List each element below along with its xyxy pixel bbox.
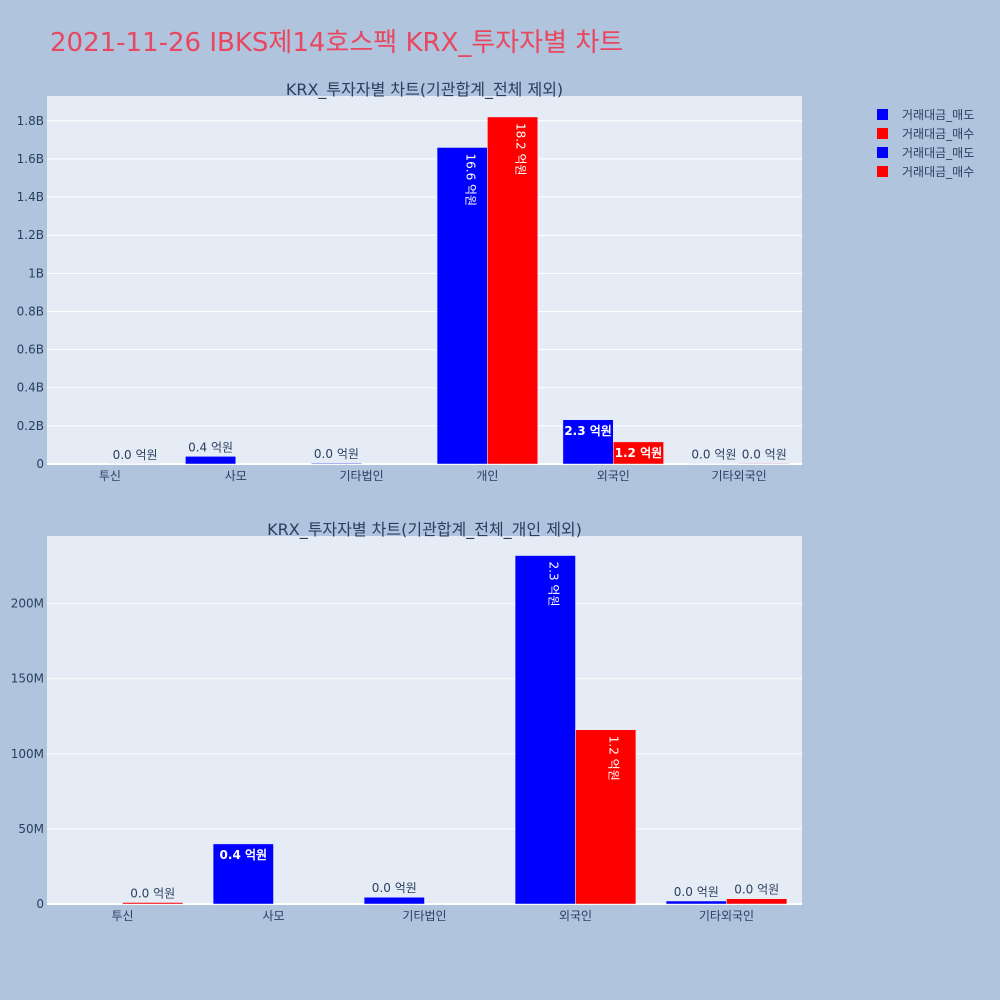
data-label: 16.6 억원 (463, 153, 477, 206)
data-label: 0.4 억원 (188, 440, 233, 454)
x-tick-label: 투신 (99, 469, 121, 483)
data-label: 1.2 억원 (607, 736, 621, 781)
y-tick-label: 1.2B (17, 228, 44, 242)
bar (311, 462, 362, 465)
x-tick-label: 기타외국인 (711, 469, 766, 483)
chart-2: 0 50M 100M 150M 200M KRX_투자자별 차트(기관합계_전체_개인 제… (11, 520, 802, 923)
y-tick-label: 1.4B (17, 190, 44, 204)
bar (212, 843, 274, 905)
bar (514, 555, 576, 905)
bar (665, 900, 727, 905)
bar (738, 463, 790, 465)
bar (363, 896, 425, 905)
y-tick-label: 0.2B (17, 419, 44, 433)
data-label: 2.3 억원 (546, 562, 560, 607)
legend-swatch (877, 166, 888, 177)
legend-label: 거래대금_매도 (902, 146, 974, 160)
bar (185, 456, 237, 465)
legend-label: 거래대금_매도 (902, 108, 974, 122)
bar (726, 898, 788, 905)
y-tick-label: 150M (11, 672, 44, 686)
y-tick-label: 100M (11, 747, 44, 761)
y-tick-label: 0 (36, 897, 44, 911)
page-title: 2021-11-26 IBKS제14호스팩 KRX_투자자별 차트 (50, 28, 624, 58)
bar (436, 147, 488, 465)
bar (613, 441, 664, 465)
data-label: 0.0 억원 (674, 885, 719, 899)
data-label: 2.3 억원 (564, 424, 612, 438)
data-label: 0.0 억원 (372, 881, 417, 895)
bar (122, 902, 184, 905)
x-tick-label: 사모 (262, 909, 284, 923)
x-tick-label: 외국인 (597, 469, 630, 483)
data-label: 18.2 억원 (514, 123, 528, 176)
legend-label: 거래대금_매수 (902, 165, 974, 179)
plot-area (47, 536, 802, 904)
legend-swatch (877, 109, 888, 120)
y-tick-label: 0 (36, 457, 44, 471)
y-tick-label: 200M (11, 597, 44, 611)
x-tick-label: 투신 (111, 909, 133, 923)
data-label: 0.0 억원 (314, 447, 359, 461)
y-tick-label: 0.6B (17, 343, 44, 357)
x-tick-label: 개인 (476, 469, 498, 483)
bar (575, 729, 637, 905)
x-tick-label: 사모 (225, 469, 247, 483)
x-tick-label: 기타외국인 (699, 909, 754, 923)
y-tick-label: 0.4B (17, 381, 44, 395)
data-label: 0.4 억원 (220, 848, 268, 862)
chart-title: KRX_투자자별 차트(기관합계_전체_개인 제외) (267, 520, 582, 540)
legend-swatch (877, 128, 888, 139)
data-label: 1.2 억원 (615, 446, 663, 460)
y-tick-label: 50M (18, 822, 44, 836)
bar (562, 419, 614, 465)
y-tick-label: 0.8B (17, 304, 44, 318)
data-label: 0.0 억원 (742, 447, 787, 461)
x-tick-label: 기타법인 (402, 909, 446, 923)
data-label: 0.0 억원 (734, 883, 779, 897)
bar (487, 116, 538, 465)
chart-1: 0 0.2B 0.4B 0.6B 0.8B 1B 1.2B 1.4B 1.6B 1.8B KRX_투… (17, 80, 802, 483)
legend-swatch (877, 147, 888, 158)
x-tick-label: 외국인 (559, 909, 592, 923)
data-label: 0.0 억원 (130, 886, 175, 900)
x-tick-label: 기타법인 (339, 469, 383, 483)
legend-label: 거래대금_매수 (902, 127, 974, 141)
data-label: 0.0 억원 (113, 448, 158, 462)
y-tick-label: 1.6B (17, 152, 44, 166)
plot-area (47, 96, 802, 464)
data-label: 0.0 억원 (691, 448, 736, 462)
chart-title: KRX_투자자별 차트(기관합계_전체 제외) (286, 80, 563, 100)
y-tick-label: 1B (28, 266, 44, 280)
y-tick-label: 1.8B (17, 114, 44, 128)
